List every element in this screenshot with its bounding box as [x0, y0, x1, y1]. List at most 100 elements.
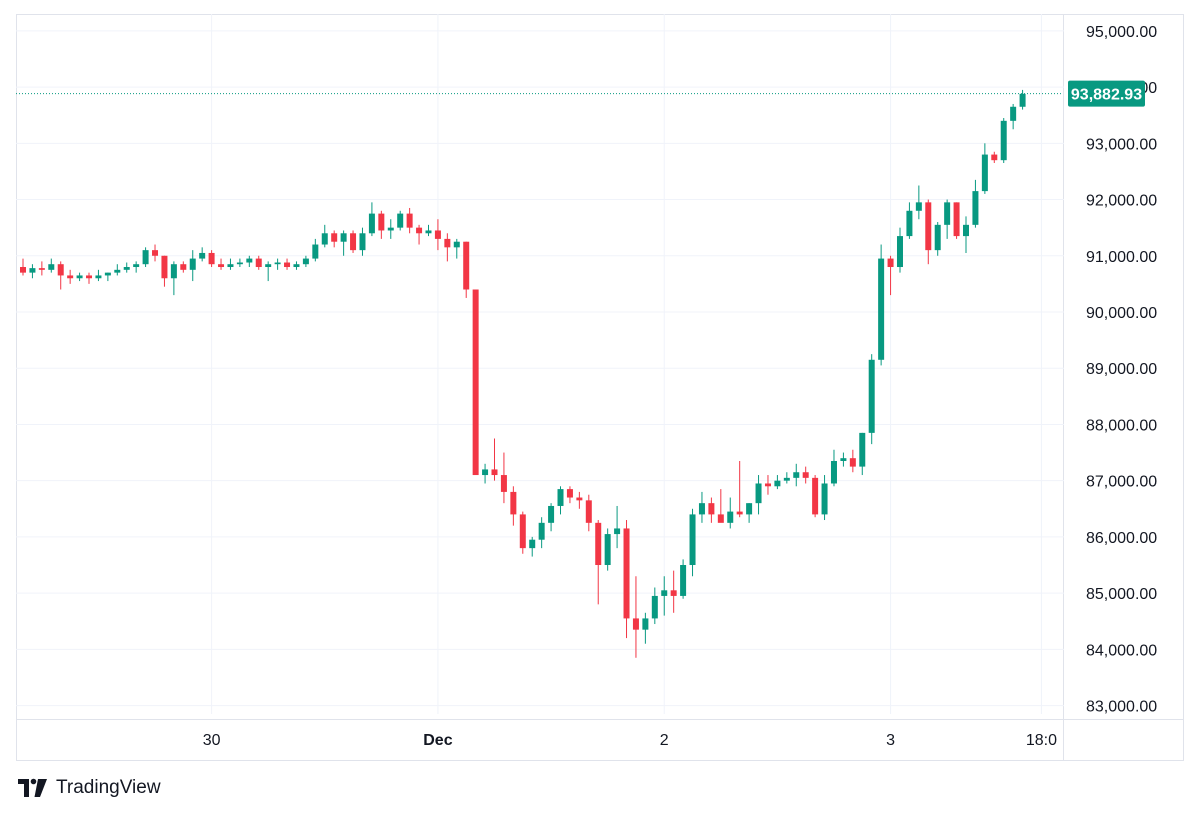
candle-down — [491, 438, 498, 481]
candle-up — [755, 475, 762, 515]
candle-up — [915, 185, 922, 220]
candle-body — [180, 264, 187, 270]
candle-up — [340, 230, 347, 256]
candle-down — [218, 258, 225, 270]
candle-up — [142, 247, 149, 268]
candle-body — [887, 258, 894, 268]
candle-down — [576, 491, 583, 509]
candle-body — [783, 477, 790, 481]
candle-down — [708, 497, 715, 523]
price-tick-label: 89,000.00 — [1086, 361, 1157, 378]
candle-body — [340, 233, 347, 242]
candle-body — [397, 213, 404, 228]
candle-down — [416, 224, 423, 245]
candle-down — [991, 151, 998, 163]
candle-up — [529, 536, 536, 557]
candle-body — [20, 267, 26, 273]
time-tick-label: 3 — [886, 732, 895, 749]
candle-down — [953, 202, 960, 239]
candle-body — [614, 528, 621, 535]
time-tick-label: 2 — [660, 732, 669, 749]
candle-body — [359, 233, 366, 251]
candle-up — [868, 354, 875, 445]
candle-down — [887, 255, 894, 296]
candle-up — [312, 238, 319, 262]
time-tick-label: 18:0 — [1026, 732, 1057, 749]
candle-up — [321, 224, 328, 248]
candle-up — [830, 449, 837, 487]
candle-up — [170, 261, 177, 296]
candle-body — [632, 618, 639, 630]
candle-body — [57, 264, 64, 276]
candle-down — [500, 452, 507, 504]
candle-body — [321, 233, 328, 245]
candle-up — [538, 517, 545, 549]
candle-down — [632, 576, 639, 658]
candle-up — [425, 224, 432, 237]
candle-body — [368, 213, 375, 234]
candle-body — [104, 272, 111, 276]
candle-body — [444, 238, 451, 248]
tradingview-logo-icon — [18, 778, 47, 797]
price-tick-label: 92,000.00 — [1086, 193, 1157, 210]
candle-body — [1010, 106, 1017, 121]
candle-up — [642, 612, 649, 644]
price-axis[interactable]: 83,000.00 84,000.00 85,000.00 86,000.00 87,0… — [1068, 24, 1157, 716]
candle-body — [218, 264, 225, 268]
candle-up — [199, 247, 206, 262]
candle-body — [170, 264, 177, 279]
last-price-label: 93,882.93 — [1071, 87, 1142, 104]
candle-down — [180, 261, 187, 273]
candle-up — [95, 269, 102, 282]
candle-up — [727, 497, 734, 529]
candle-up — [189, 250, 196, 282]
candle-body — [29, 268, 36, 273]
price-tick-label: 90,000.00 — [1086, 305, 1157, 322]
candle-body — [161, 255, 168, 279]
candle-down — [623, 520, 630, 639]
candle-down — [670, 570, 677, 613]
candle-up — [774, 475, 781, 490]
candle-body — [736, 511, 743, 515]
time-tick-label: 30 — [203, 732, 221, 749]
candle-body — [821, 483, 828, 515]
time-tick-label: Dec — [423, 732, 452, 749]
candle-body — [500, 475, 507, 492]
candle-body — [670, 590, 677, 596]
candle-up — [29, 264, 36, 279]
candle-body — [906, 210, 913, 237]
candle-body — [849, 458, 856, 467]
candle-down — [57, 261, 64, 290]
candle-body — [529, 539, 536, 549]
candle-up — [548, 503, 555, 532]
price-tick-label: 95,000.00 — [1086, 24, 1157, 41]
candle-up — [397, 210, 404, 231]
candle-up — [453, 238, 460, 259]
candle-down — [284, 258, 291, 270]
candle-down — [67, 269, 74, 284]
time-axis[interactable]: 30 Dec 2 3 18:0 — [203, 732, 1057, 749]
candle-down — [208, 250, 215, 268]
candle-up — [368, 202, 375, 237]
price-tick-label: 86,000.00 — [1086, 530, 1157, 547]
candle-down — [849, 449, 856, 473]
candle-down — [38, 261, 45, 276]
candle-down — [350, 230, 357, 253]
candle-body — [755, 483, 762, 504]
candle-body — [152, 250, 159, 256]
candle-body — [878, 258, 885, 360]
candle-body — [623, 528, 630, 619]
candle-up — [896, 227, 903, 273]
tradingview-brand[interactable]: TradingView — [18, 777, 161, 799]
candle-up — [651, 587, 658, 625]
candle-body — [378, 213, 385, 231]
candle-body — [981, 154, 988, 192]
last-price-tag — [1068, 80, 1145, 107]
candle-body — [510, 491, 517, 515]
candle-body — [661, 590, 668, 596]
candle-body — [708, 503, 715, 515]
candle-body — [896, 236, 903, 268]
candle-up — [227, 258, 234, 270]
candle-up — [293, 261, 300, 270]
